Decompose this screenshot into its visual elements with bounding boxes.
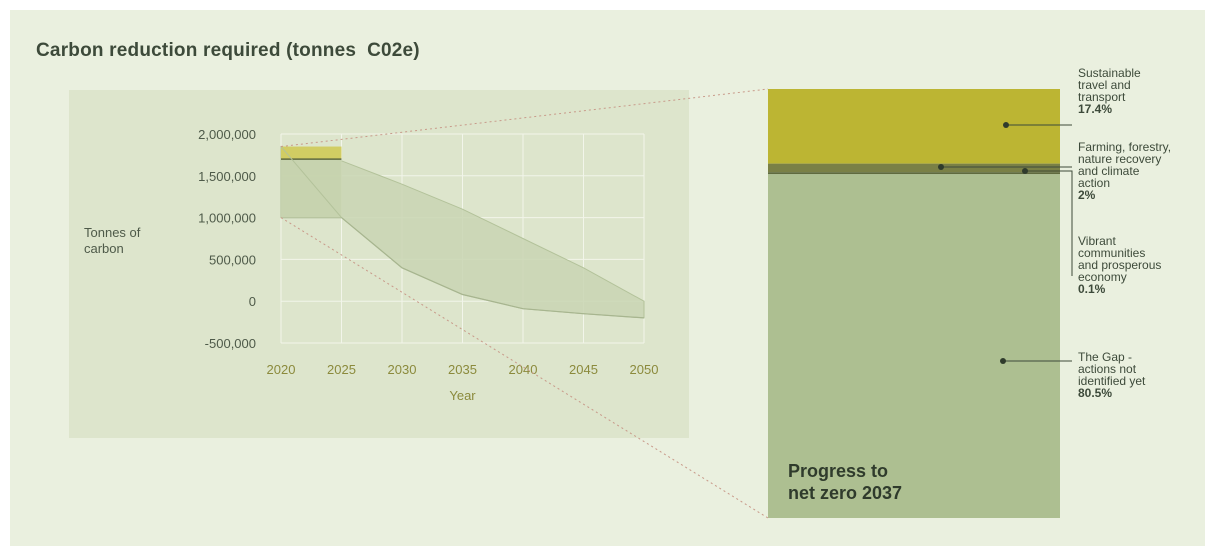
chart-panel	[69, 90, 689, 438]
annotation-dot-1	[938, 164, 944, 170]
chart-svg: 2,000,000 1,500,000 1,000,000 500,000 0 -500,…	[69, 66, 1171, 519]
y-tick-label-4: 0	[249, 294, 256, 309]
x-tick-label-2: 2030	[388, 362, 417, 377]
annotation-dot-2	[1022, 168, 1028, 174]
annotation-2-line-3: economy	[1078, 270, 1127, 284]
y-tick-label-5: -500,000	[205, 336, 256, 351]
highlight-box-gap	[281, 159, 342, 218]
annotation-3-line-0: The Gap -	[1078, 350, 1132, 364]
annotation-3-percent: 80.5%	[1078, 386, 1112, 400]
annotation-1-percent: 2%	[1078, 188, 1096, 202]
x-axis-label: Year	[449, 388, 476, 403]
annotation-leader-2	[1025, 170, 1073, 276]
zoom-connector-bottom	[280, 217, 769, 519]
y-axis-label-line-0: Tonnes of	[84, 225, 141, 240]
annotation-1-line-1: nature recovery	[1078, 152, 1161, 166]
y-tick-label-1: 1,500,000	[198, 169, 256, 184]
bar-segment-0	[768, 89, 1060, 164]
annotation-3-line-1: actions not	[1078, 362, 1137, 376]
annotation-1-line-2: and climate	[1078, 164, 1140, 178]
annotation-3-line-2: identified yet	[1078, 374, 1146, 388]
annotation-2-line-0: Vibrant	[1078, 234, 1116, 248]
zoom-connector-top	[280, 88, 769, 148]
x-tick-label-6: 2050	[630, 362, 659, 377]
bar-label-line-0: Progress to	[788, 461, 888, 481]
annotation-dot-0	[1003, 122, 1009, 128]
x-tick-label-3: 2035	[448, 362, 477, 377]
x-tick-label-1: 2025	[327, 362, 356, 377]
annotation-2-line-1: communities	[1078, 246, 1145, 260]
annotation-1-line-0: Farming, forestry,	[1078, 140, 1171, 154]
y-tick-label-0: 2,000,000	[198, 127, 256, 142]
x-tick-label-0: 2020	[267, 362, 296, 377]
bar-segment-3	[768, 174, 1060, 518]
annotation-2-line-2: and prosperous	[1078, 258, 1161, 272]
annotation-0-percent: 17.4%	[1078, 102, 1112, 116]
chart-canvas: Carbon reduction required (tonnes C02e) …	[10, 10, 1205, 546]
chart-title: Carbon reduction required (tonnes C02e)	[36, 40, 420, 61]
y-axis-label-line-1: carbon	[84, 241, 124, 256]
y-tick-label-2: 1,000,000	[198, 211, 256, 226]
annotation-0-line-2: transport	[1078, 90, 1126, 104]
annotation-1-line-3: action	[1078, 176, 1110, 190]
highlight-box-actions	[281, 146, 342, 160]
x-tick-label-5: 2045	[569, 362, 598, 377]
annotation-dot-3	[1000, 358, 1006, 364]
y-tick-label-3: 500,000	[209, 252, 256, 267]
bar-segment-1	[768, 163, 1060, 173]
annotation-2-percent: 0.1%	[1078, 282, 1106, 296]
highlight-box-slope	[280, 146, 342, 218]
annotation-0-line-0: Sustainable	[1078, 66, 1141, 80]
bar-label-line-1: net zero 2037	[788, 483, 902, 503]
bar-segment-2	[768, 172, 1060, 175]
annotation-0-line-1: travel and	[1078, 78, 1131, 92]
x-tick-label-4: 2040	[509, 362, 538, 377]
